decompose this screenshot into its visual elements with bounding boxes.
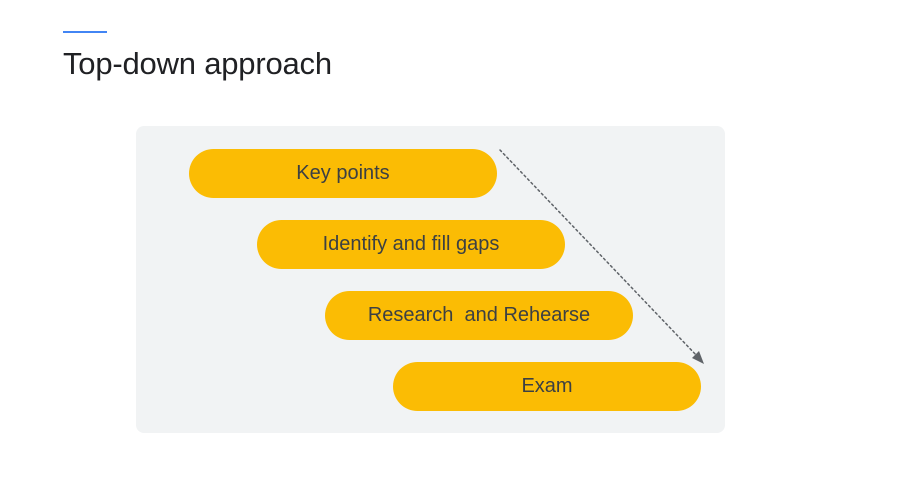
- step-exam: Exam: [393, 362, 701, 411]
- step-identify-and-fill-gaps: Identify and fill gaps: [257, 220, 565, 269]
- step-research-and-rehearse: Research and Rehearse: [325, 291, 633, 340]
- step-key-points: Key points: [189, 149, 497, 198]
- page-title: Top-down approach: [63, 46, 332, 81]
- title-accent-line: [63, 31, 107, 33]
